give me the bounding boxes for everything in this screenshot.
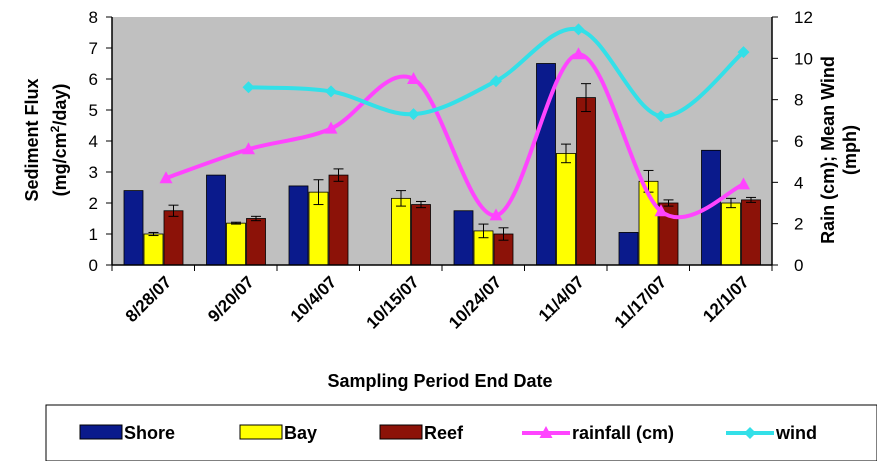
marker-rainfall-cm-5 xyxy=(572,47,585,60)
y2-tick-label-3: 6 xyxy=(794,132,803,151)
y-tick-label-4: 4 xyxy=(89,132,98,151)
y-tick-label-2: 2 xyxy=(89,194,98,213)
legend-label-wind: wind xyxy=(775,423,817,443)
bar-shore-1 xyxy=(206,174,226,266)
y-tick-label-3: 3 xyxy=(89,163,98,182)
bar-shore-2 xyxy=(288,185,309,266)
y2-tick-label-5: 10 xyxy=(794,49,813,68)
x-tick-label-5: 11/4/07 xyxy=(535,272,588,325)
y2-tick-label-1: 2 xyxy=(794,215,803,234)
marker-wind-3 xyxy=(407,108,420,121)
marker-wind-5 xyxy=(572,23,585,36)
legend-label-shore: Shore xyxy=(124,423,175,443)
bar-shore-6 xyxy=(618,232,639,266)
x-tick-label-0: 8/28/07 xyxy=(122,272,176,326)
bar-reef-1 xyxy=(246,218,266,266)
y2-tick-label-2: 4 xyxy=(794,173,803,192)
legend-swatch-shore xyxy=(79,424,123,440)
marker-wind-6 xyxy=(655,110,667,123)
marker-wind-2 xyxy=(325,85,337,98)
bar-bay-3 xyxy=(391,197,411,266)
bar-reef-7 xyxy=(741,199,761,266)
bar-reef-5 xyxy=(576,97,596,266)
x-tick-label-1: 9/20/07 xyxy=(204,272,258,326)
marker-wind-1 xyxy=(242,81,255,94)
bar-bay-5 xyxy=(556,152,576,266)
y2-axis-title-line1: Rain (cm); Mean Wind xyxy=(818,56,838,244)
legend-marker-wind xyxy=(744,427,756,439)
bar-bay-0 xyxy=(143,233,164,266)
y-tick-label-0: 0 xyxy=(89,256,98,275)
marker-rainfall-cm-0 xyxy=(159,171,173,184)
x-tick-label-4: 10/24/07 xyxy=(445,272,505,332)
legend-label-rainfall-cm: rainfall (cm) xyxy=(572,423,674,443)
y2-axis-title-line2: (mph) xyxy=(840,125,860,175)
marker-rainfall-cm-3 xyxy=(407,72,420,84)
bar-shore-4 xyxy=(453,210,474,266)
y-tick-label-1: 1 xyxy=(89,225,98,244)
legend-label-bay: Bay xyxy=(284,423,317,443)
marker-rainfall-cm-2 xyxy=(324,121,338,134)
legend-label-reef: Reef xyxy=(424,423,464,443)
y-tick-label-7: 7 xyxy=(89,39,98,58)
bar-reef-0 xyxy=(163,210,184,266)
x-tick-label-2: 10/4/07 xyxy=(287,272,341,326)
marker-rainfall-cm-1 xyxy=(242,142,255,155)
y2-tick-label-6: 12 xyxy=(794,8,813,27)
marker-wind-4 xyxy=(490,75,502,88)
bar-bay-1 xyxy=(226,222,246,266)
marker-rainfall-cm-6 xyxy=(654,204,668,217)
legend-swatch-bay xyxy=(239,424,283,440)
legend: Shore Bay Reef rainfall (cm) wind xyxy=(45,404,877,461)
y-tick-label-8: 8 xyxy=(89,8,98,27)
line-rainfall-cm xyxy=(165,52,745,220)
x-tick-label-7: 12/1/07 xyxy=(699,272,753,326)
marker-wind-7 xyxy=(737,46,750,59)
legend-marker-rainfall-cm xyxy=(539,426,553,438)
y-tick-label-6: 6 xyxy=(89,70,98,89)
marker-rainfall-cm-4 xyxy=(489,208,503,221)
x-tick-label-3: 10/15/07 xyxy=(363,272,423,332)
bar-shore-0 xyxy=(123,190,144,266)
y2-tick-label-0: 0 xyxy=(794,256,803,275)
y-axis-title-line2: (mg/cm2/day) xyxy=(48,84,70,197)
y-tick-label-5: 5 xyxy=(89,101,98,120)
bar-bay-7 xyxy=(721,202,741,266)
x-axis-title: Sampling Period End Date xyxy=(327,371,552,391)
y-axis-title-line1: Sediment Flux xyxy=(22,78,42,201)
legend-swatch-reef xyxy=(379,424,423,440)
bar-reef-2 xyxy=(328,174,349,266)
y2-tick-label-4: 8 xyxy=(794,91,803,110)
x-tick-label-6: 11/17/07 xyxy=(611,272,671,332)
bar-reef-3 xyxy=(411,204,431,266)
marker-rainfall-cm-7 xyxy=(737,177,750,190)
